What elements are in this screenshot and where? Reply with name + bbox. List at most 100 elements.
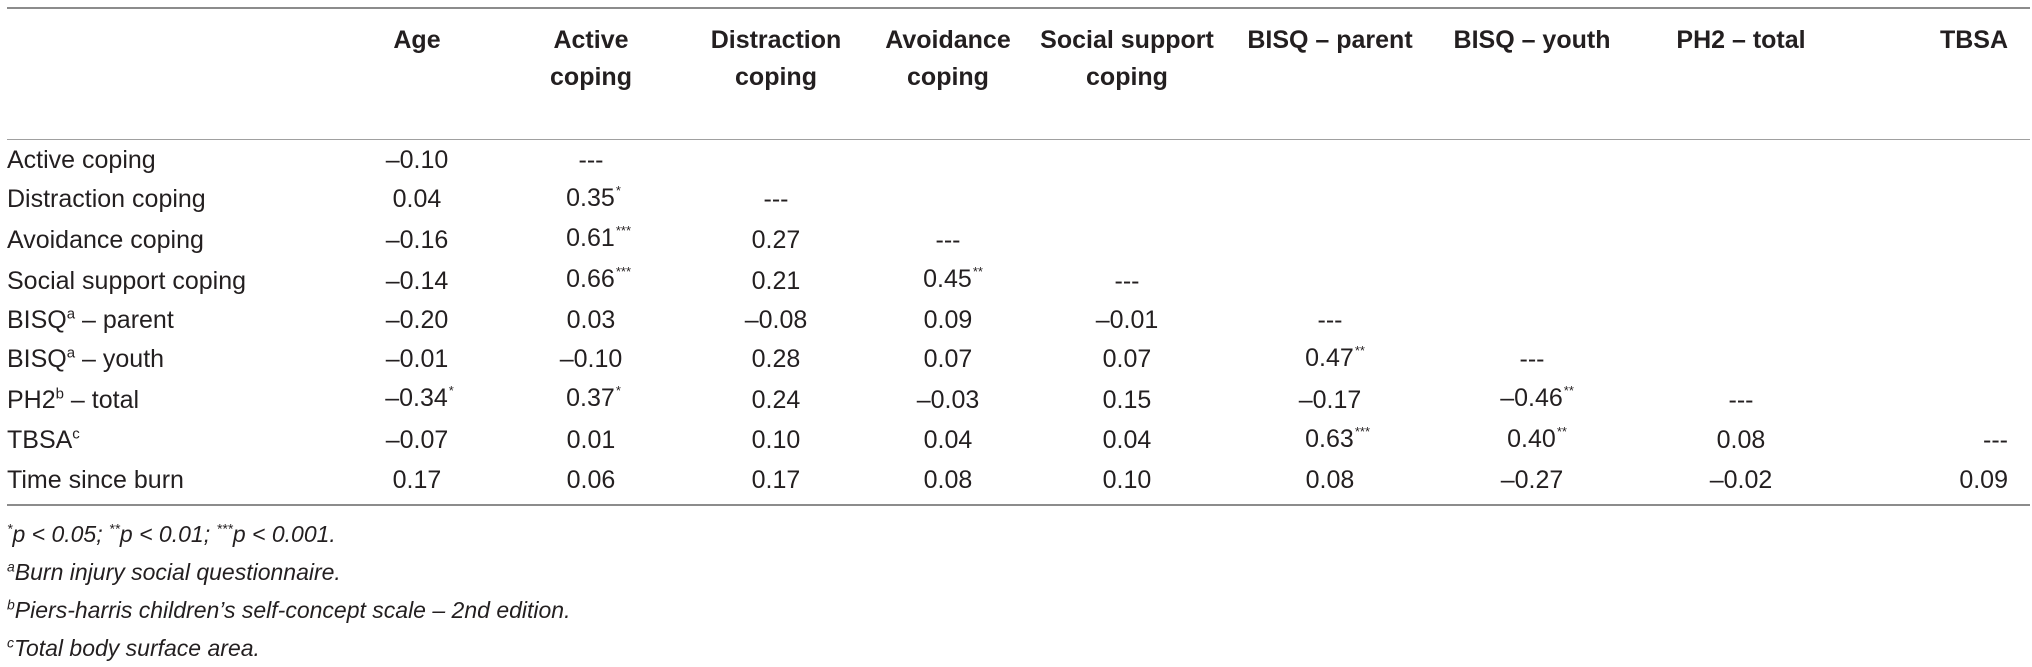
table-cell: 0.17	[330, 462, 504, 500]
table-cell: –0.01	[1022, 302, 1232, 340]
row-label-footnote-mark: c	[72, 426, 80, 444]
significance-text: p < 0.01;	[119, 521, 217, 547]
table-cell	[1846, 340, 2032, 381]
table-cell	[1428, 302, 1636, 340]
row-label: Distraction coping	[0, 180, 330, 221]
correlation-value: 0.61	[566, 224, 615, 253]
row-label: Time since burn	[0, 462, 330, 500]
correlation-value: –0.34	[385, 384, 448, 413]
table-cell: –0.08	[678, 302, 874, 340]
correlation-value: 0.66	[566, 265, 615, 294]
significance-text: p < 0.001.	[232, 521, 336, 547]
table-cell	[1232, 180, 1428, 221]
correlation-value: 0.07	[923, 345, 973, 374]
table-header-row: Age Active coping Distraction coping Avoida…	[0, 22, 2032, 138]
correlation-value: –0.08	[744, 305, 808, 334]
correlation-value: 0.17	[392, 465, 442, 494]
correlation-value: 0.08	[1716, 426, 1766, 455]
row-label-text: Active coping	[7, 146, 156, 174]
row-label: Avoidance coping	[0, 220, 330, 261]
footnote-text: Total body surface area.	[14, 635, 260, 661]
table-cell: 0.17	[678, 462, 874, 500]
correlation-value: –0.07	[385, 426, 449, 455]
table-cell	[1846, 180, 2032, 221]
footnote: aBurn injury social questionnaire.	[7, 553, 570, 591]
table-cell: –0.10	[330, 138, 504, 180]
correlation-value: ---	[935, 225, 961, 254]
column-header-label: Distraction coping	[710, 26, 842, 91]
table-row: Active coping –0.10 ---	[0, 138, 2032, 180]
table-cell: ---	[874, 220, 1022, 261]
table-cell: 0.66***	[566, 264, 632, 294]
column-header: Social support coping	[1022, 22, 1232, 138]
table-cell: 0.07	[874, 340, 1022, 381]
correlation-value: 0.08	[1305, 465, 1355, 494]
row-label-text: Social support coping	[7, 266, 247, 295]
footnote-mark: c	[7, 634, 14, 651]
column-header: TBSA	[1846, 22, 2032, 138]
table-cell: –0.03	[874, 380, 1022, 421]
row-label-suffix: – parent	[75, 305, 174, 334]
column-header-label: BISQ – youth	[1453, 26, 1611, 54]
row-label: TBSAc	[0, 421, 330, 462]
correlation-value: –0.01	[385, 345, 449, 374]
table-cell	[1428, 220, 1636, 261]
correlation-value: –0.20	[385, 305, 449, 334]
table-cell: 0.07	[1022, 340, 1232, 381]
correlation-value: 0.63	[1305, 424, 1354, 453]
footnote: bPiers-harris children’s self-concept sc…	[7, 591, 570, 629]
table-cell: –0.01	[330, 340, 504, 381]
significance-mark: *	[7, 520, 13, 537]
table-cell	[1636, 138, 1846, 180]
row-label-text: Time since burn	[7, 465, 184, 494]
table-body: Active coping –0.10 --- Distraction coping 0…	[0, 138, 2032, 499]
correlation-value: 0.04	[923, 426, 973, 455]
correlation-value: –0.10	[385, 146, 449, 174]
table-cell: ---	[504, 138, 678, 180]
correlation-value: –0.16	[385, 225, 449, 254]
table-cell: 0.24	[678, 380, 874, 421]
correlation-value: 0.17	[751, 465, 801, 494]
table-cell: 0.10	[1022, 462, 1232, 500]
table-header-rule	[7, 139, 2030, 140]
column-header-label: Active coping	[550, 26, 632, 91]
row-label-suffix: – total	[63, 385, 140, 414]
table-cell: 0.06	[504, 462, 678, 500]
footnote-mark: b	[7, 596, 15, 613]
table-cell: ---	[1846, 421, 2032, 462]
row-label-footnote-mark: b	[55, 385, 64, 403]
correlation-value: 0.47	[1305, 343, 1354, 372]
table-row: Avoidance coping –0.16 0.61*** 0.27 ---	[0, 220, 2032, 261]
table-cell: –0.07	[330, 421, 504, 462]
footnote-text: Piers-harris children’s self-concept sca…	[14, 597, 571, 623]
table-cell: 0.04	[330, 180, 504, 221]
table-cell: ---	[1232, 302, 1428, 340]
table-cell: 0.45**	[923, 264, 983, 294]
table-cell	[1022, 220, 1232, 261]
table-cell: ---	[1636, 380, 1846, 421]
table-cell: 0.08	[1636, 421, 1846, 462]
table-cell: –0.17	[1232, 380, 1428, 421]
significance-mark: ***	[216, 520, 233, 537]
column-header: PH2 – total	[1636, 22, 1846, 138]
table-cell: 0.04	[1022, 421, 1232, 462]
header-stub	[0, 22, 330, 138]
row-label-text: BISQ	[7, 305, 67, 334]
row-label-footnote-mark: a	[66, 305, 76, 323]
significance-note: *p < 0.05; **p < 0.01; ***p < 0.001.	[7, 515, 570, 553]
table-row: Distraction coping 0.04 0.35* ---	[0, 180, 2032, 221]
correlation-value: 0.09	[923, 305, 973, 334]
correlation-value: 0.27	[751, 225, 801, 254]
table-cell: –0.02	[1636, 462, 1846, 500]
column-header-label: PH2 – total	[1676, 26, 1806, 54]
table-cell	[1636, 340, 1846, 381]
correlation-value: 0.40	[1507, 424, 1556, 453]
correlation-value: ---	[1317, 305, 1343, 334]
row-label-text: BISQ	[7, 345, 67, 374]
table-cell	[1232, 220, 1428, 261]
table-cell	[874, 138, 1022, 180]
significance-mark: **	[109, 520, 120, 537]
table-cell	[1232, 261, 1428, 302]
correlation-value: 0.24	[751, 385, 801, 414]
row-label-text: PH2	[7, 385, 56, 414]
